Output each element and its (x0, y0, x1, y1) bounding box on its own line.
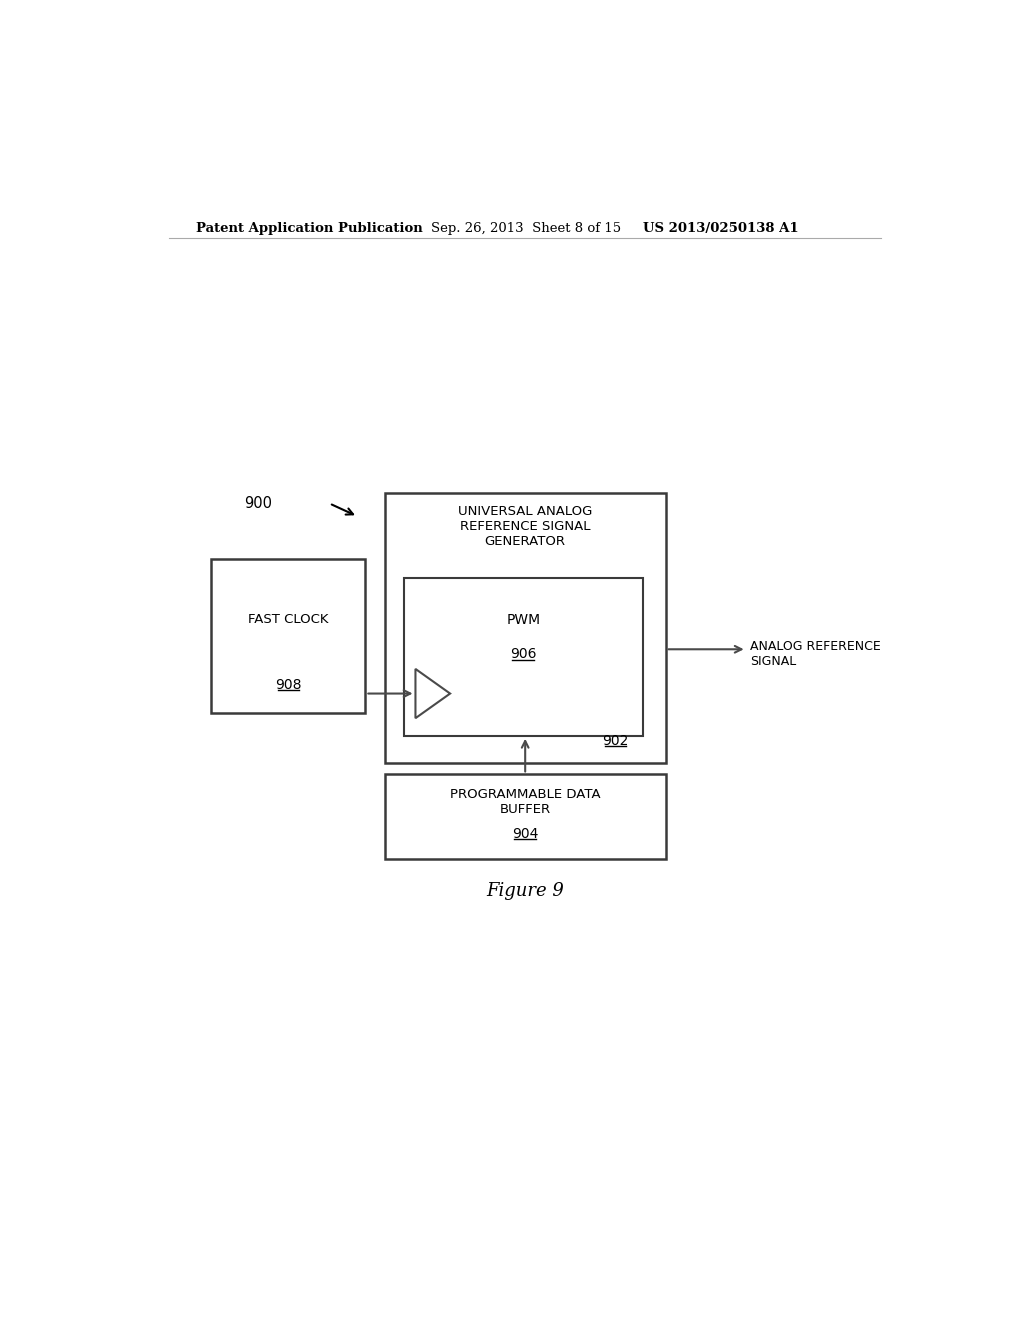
Text: 902: 902 (602, 734, 629, 747)
Text: US 2013/0250138 A1: US 2013/0250138 A1 (643, 222, 799, 235)
Text: 908: 908 (275, 678, 302, 692)
Text: Patent Application Publication: Patent Application Publication (196, 222, 423, 235)
Text: UNIVERSAL ANALOG
REFERENCE SIGNAL
GENERATOR: UNIVERSAL ANALOG REFERENCE SIGNAL GENERA… (458, 506, 592, 548)
Bar (385, 775, 666, 859)
Bar (403, 578, 643, 737)
Text: Figure 9: Figure 9 (485, 882, 564, 900)
Text: 904: 904 (512, 826, 539, 841)
Text: 900: 900 (245, 496, 272, 511)
Text: PWM: PWM (506, 612, 541, 627)
Text: PROGRAMMABLE DATA
BUFFER: PROGRAMMABLE DATA BUFFER (450, 788, 600, 816)
Text: 906: 906 (510, 647, 537, 661)
Text: ANALOG REFERENCE
SIGNAL: ANALOG REFERENCE SIGNAL (751, 640, 882, 668)
Text: FAST CLOCK: FAST CLOCK (248, 612, 329, 626)
Text: Sep. 26, 2013  Sheet 8 of 15: Sep. 26, 2013 Sheet 8 of 15 (431, 222, 621, 235)
Bar (211, 558, 366, 713)
Bar (385, 494, 666, 763)
